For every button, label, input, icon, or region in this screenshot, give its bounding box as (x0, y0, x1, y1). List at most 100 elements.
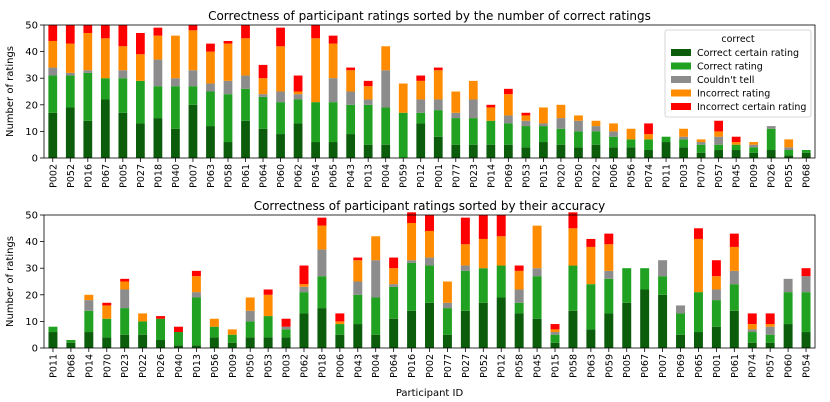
bar-segment (731, 136, 741, 143)
bar-segment (381, 70, 391, 108)
bar-segment (496, 236, 506, 266)
bar-segment (276, 91, 285, 103)
bar-segment (556, 144, 566, 158)
bar-segment (317, 249, 327, 277)
bar-segment (451, 144, 461, 158)
bar-segment (532, 268, 542, 277)
bar-segment (245, 310, 255, 322)
bar-segment (693, 228, 703, 239)
y-tick-label: 10 (25, 127, 38, 138)
bar-segment (425, 230, 434, 258)
bar-segment (696, 144, 706, 153)
y-tick-label: 20 (25, 290, 38, 301)
bar-segment (173, 345, 183, 348)
bar-segment (138, 334, 148, 348)
bar-segment (550, 342, 560, 348)
legend: correct Correct certain rating Correct rat… (664, 29, 812, 118)
x-tick-label: P053 (264, 354, 275, 378)
bar-segment (626, 139, 636, 148)
bar-segment (765, 342, 775, 348)
bar-segment (120, 289, 130, 309)
bar-segment (346, 134, 356, 158)
y-tick-label: 30 (25, 74, 38, 85)
bar-segment (416, 123, 426, 158)
bar-segment (442, 334, 452, 348)
legend-entry: Incorrect certain rating (697, 102, 806, 113)
x-tick-label: P061 (730, 354, 741, 378)
bar-segment (241, 88, 250, 121)
bar-segment (353, 324, 363, 348)
bar-segment (801, 152, 811, 158)
y-tick-label: 30 (25, 264, 38, 275)
bar-segment (276, 27, 285, 47)
bar-segment (749, 144, 759, 148)
bar-segment (711, 260, 721, 277)
bar-segment (335, 324, 345, 335)
bar-segment (263, 289, 273, 295)
y-axis-label: Number of ratings (5, 236, 16, 327)
bar-segment (783, 292, 793, 325)
bar-segment (586, 284, 596, 330)
x-tick-label: P062 (294, 164, 305, 188)
bar-segment (568, 228, 578, 266)
bar-segment (335, 313, 345, 322)
bar-segment (460, 244, 470, 266)
bar-segment (514, 265, 524, 271)
bar-segment (731, 142, 741, 145)
bar-segment (514, 270, 524, 290)
x-tick-label: P062 (299, 354, 310, 378)
bar-segment (371, 236, 381, 261)
bar-segment (550, 332, 560, 335)
bar-segment (521, 112, 531, 116)
bar-segment (135, 80, 145, 124)
x-tick-label: P058 (223, 164, 234, 188)
bar-segment (556, 104, 566, 119)
x-tick-label: P005 (118, 164, 129, 188)
bar-segment (317, 217, 327, 226)
bar-segment (118, 112, 128, 158)
bar-segment (135, 54, 145, 81)
bar-segment (609, 147, 618, 158)
bar-segment (801, 150, 811, 153)
bar-segment (676, 305, 686, 314)
bar-segment (433, 110, 443, 137)
bar-segment (486, 120, 496, 145)
bar-segment (102, 302, 112, 306)
bar-segment (714, 136, 724, 145)
bar-segment (460, 310, 470, 348)
bar-segment (496, 265, 506, 298)
bar-segment (433, 99, 443, 111)
bar-segment (425, 257, 434, 266)
bar-segment (363, 144, 373, 158)
bar-segment (206, 91, 215, 127)
bar-segment (48, 75, 58, 113)
bar-segment (389, 318, 399, 348)
bar-segment (468, 99, 478, 119)
legend-swatch (671, 103, 691, 110)
bar-segment (65, 107, 75, 158)
bar-segment (65, 25, 75, 44)
bar-segment (801, 268, 811, 277)
bar-segment (711, 289, 721, 301)
bar-segment (486, 107, 496, 121)
plot-frame (43, 24, 816, 159)
bar-segment (191, 276, 201, 293)
bar-segment (206, 83, 215, 92)
bar-segment (604, 233, 614, 245)
bar-segment (100, 25, 110, 39)
bar-segment (407, 262, 417, 311)
bar-segment (801, 292, 811, 333)
x-tick-label: P020 (556, 164, 567, 188)
x-tick-label: P014 (486, 164, 497, 188)
legend-title: correct (721, 34, 755, 45)
bar-segment (328, 78, 338, 103)
x-tick-label: P040 (174, 354, 185, 378)
bar-segment (206, 126, 215, 158)
x-tick-label: P040 (171, 164, 182, 188)
bar-segment (156, 318, 166, 341)
x-tick-label: P057 (766, 354, 777, 378)
bar-segment (747, 324, 757, 330)
bar-segment (84, 332, 94, 348)
bar-segment (84, 300, 94, 311)
bar-segment (258, 64, 268, 79)
